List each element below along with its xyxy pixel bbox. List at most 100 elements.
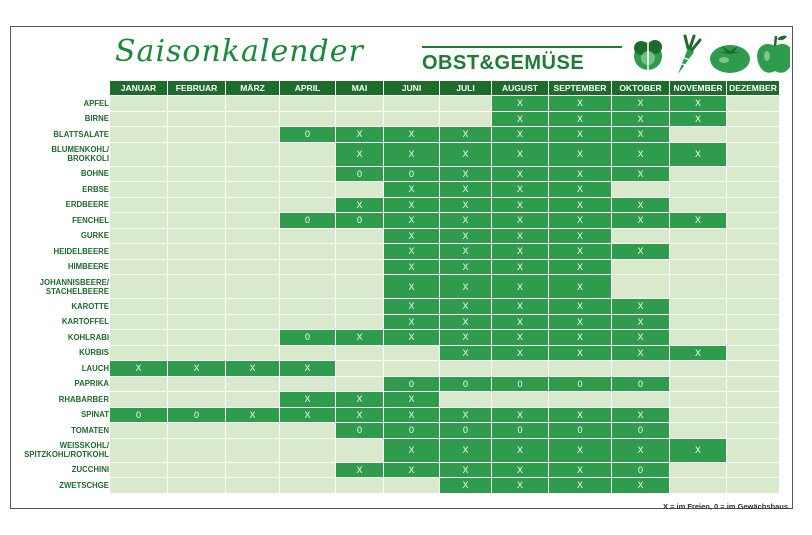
table-row: KOHLRABI 0 X X X X X X: [15, 330, 779, 345]
season-cell: [384, 111, 439, 126]
season-cell: [280, 182, 335, 197]
season-cell: [110, 438, 167, 462]
season-cell: X: [440, 142, 491, 166]
season-cell: X: [492, 111, 548, 126]
season-cell: X: [612, 330, 669, 345]
season-cell: [727, 127, 779, 142]
season-cell: X: [670, 96, 726, 111]
season-cell: [168, 345, 225, 360]
season-cell: [280, 96, 335, 111]
table-row: JOHANNISBEERE/ STACHELBEERE X X X X: [15, 275, 779, 298]
season-cell: [226, 197, 279, 212]
season-cell: [492, 392, 548, 407]
season-cell: [168, 142, 225, 166]
season-cell: X: [549, 462, 611, 477]
season-cell: [336, 299, 383, 314]
season-cell: [670, 376, 726, 391]
season-cell: [280, 166, 335, 181]
season-cell: X: [612, 166, 669, 181]
season-cell: [336, 361, 383, 376]
season-cell: [670, 478, 726, 493]
row-label: BOHNE: [80, 169, 109, 179]
season-cell: [670, 259, 726, 274]
season-cell: [110, 314, 167, 329]
season-cell: X: [280, 392, 335, 407]
season-cell: [226, 392, 279, 407]
season-table: JANUAR FEBRUAR MÄRZ APRIL MAI JUNI JULI …: [14, 80, 780, 494]
season-cell: [384, 96, 439, 111]
table-row: KAROTTE X X X X X: [15, 299, 779, 314]
season-cell: X: [384, 127, 439, 142]
season-cell: [727, 376, 779, 391]
season-cell: [280, 423, 335, 438]
season-cell: X: [384, 244, 439, 259]
season-cell: 0: [384, 166, 439, 181]
row-label: BIRNE: [84, 114, 109, 124]
season-cell: [727, 182, 779, 197]
season-cell: X: [384, 142, 439, 166]
season-cell: [727, 407, 779, 422]
season-cell: [612, 259, 669, 274]
season-cell: [549, 361, 611, 376]
table-row: ZWETSCHGE X X X X: [15, 478, 779, 493]
season-cell: [110, 166, 167, 181]
season-cell: X: [440, 166, 491, 181]
season-cell: X: [549, 182, 611, 197]
season-cell: [670, 127, 726, 142]
season-cell: X: [226, 407, 279, 422]
season-cell: X: [440, 299, 491, 314]
season-cell: [226, 182, 279, 197]
table-row: LAUCH X X X X: [15, 361, 779, 376]
table-row: RHABARBER X X X: [15, 392, 779, 407]
produce-icons: [630, 30, 793, 78]
table-row: BIRNE X X X X: [15, 111, 779, 126]
table-row: ERBSE X X X X: [15, 182, 779, 197]
season-cell: [727, 361, 779, 376]
season-cell: X: [384, 259, 439, 274]
season-cell: X: [384, 275, 439, 298]
season-cell: X: [492, 275, 548, 298]
season-cell: X: [336, 330, 383, 345]
table-row: HIMBEERE X X X X: [15, 259, 779, 274]
season-cell: [670, 197, 726, 212]
table-row: BOHNE 0 0 X X X X: [15, 166, 779, 181]
season-cell: [727, 228, 779, 243]
season-cell: [670, 275, 726, 298]
season-cell: [226, 259, 279, 274]
table-row: WEISSKOHL/ SPITZKOHL/ROTKOHL X X X X X X: [15, 438, 779, 462]
season-cell: [670, 228, 726, 243]
calendar-frame: [10, 26, 793, 509]
season-cell: X: [612, 299, 669, 314]
season-cell: X: [492, 330, 548, 345]
season-cell: X: [549, 259, 611, 274]
season-cell: 0: [336, 166, 383, 181]
season-cell: [336, 478, 383, 493]
season-cell: [168, 462, 225, 477]
season-cell: X: [384, 299, 439, 314]
season-cell: [280, 299, 335, 314]
row-label: KÜRBIS: [79, 348, 109, 358]
season-cell: [168, 244, 225, 259]
season-cell: [226, 376, 279, 391]
season-cell: [226, 314, 279, 329]
season-cell: [226, 166, 279, 181]
season-cell: [440, 392, 491, 407]
season-cell: [280, 259, 335, 274]
season-cell: [727, 462, 779, 477]
season-cell: [336, 275, 383, 298]
season-cell: [670, 299, 726, 314]
corner-cell: [15, 81, 109, 95]
season-cell: X: [670, 438, 726, 462]
season-cell: X: [549, 166, 611, 181]
season-cell: X: [549, 275, 611, 298]
season-cell: [168, 330, 225, 345]
season-cell: [612, 361, 669, 376]
month-header: SEPTEMBER: [549, 81, 611, 95]
subtitle: OBST&GEMÜSE: [422, 52, 585, 74]
season-cell: 0: [280, 213, 335, 228]
season-cell: X: [549, 330, 611, 345]
season-cell: [110, 213, 167, 228]
season-cell: X: [384, 228, 439, 243]
season-cell: X: [110, 361, 167, 376]
season-cell: X: [492, 299, 548, 314]
